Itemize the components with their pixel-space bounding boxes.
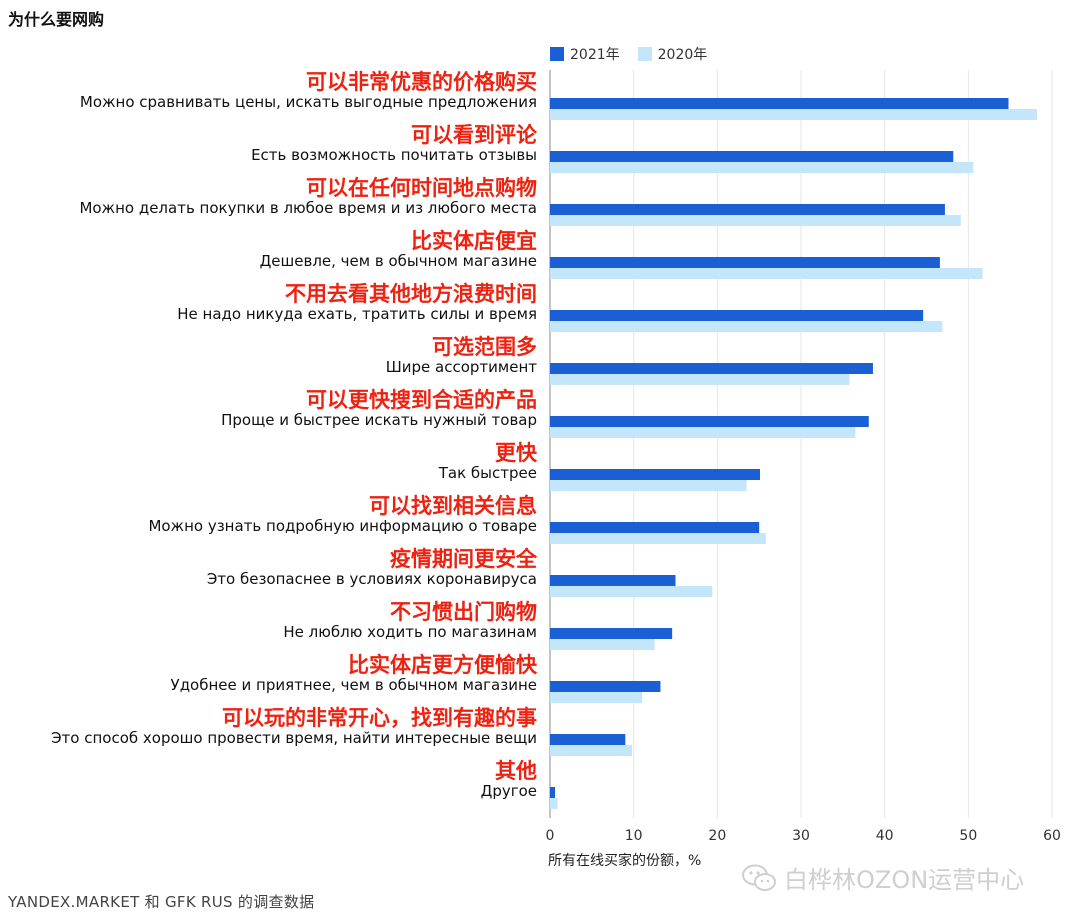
legend-label-2021: 2021年 — [570, 47, 620, 63]
bar-2020 — [550, 321, 943, 332]
x-tick-label: 30 — [792, 828, 810, 844]
bar-2020 — [550, 427, 856, 438]
category-label-cn: 其他 — [495, 759, 537, 783]
bar-2020 — [550, 639, 655, 650]
watermark: 白桦林OZON运营中心 — [742, 860, 1024, 895]
category-label-ru: Это безопаснее в условиях коронавируса — [206, 570, 537, 588]
bar-2021 — [550, 204, 945, 215]
legend-swatch-2021 — [550, 47, 564, 61]
category-label-cn: 比实体店更方便愉快 — [348, 653, 537, 677]
category-label-ru: Есть возможность почитать отзывы — [251, 146, 537, 164]
category-label-ru: Удобнее и приятнее, чем в обычном магази… — [170, 676, 537, 694]
legend-item-2020: 2020年 — [637, 44, 708, 64]
category-label-cn: 可选范围多 — [432, 335, 537, 359]
x-tick-label: 40 — [876, 828, 894, 844]
x-tick-label: 0 — [546, 828, 555, 844]
bar-2021 — [550, 734, 626, 745]
bar-2020 — [550, 586, 713, 597]
category-label-cn: 疫情期间更安全 — [390, 547, 537, 571]
x-tick-label: 60 — [1043, 828, 1061, 844]
bar-2021 — [550, 363, 873, 374]
bar-2020 — [550, 215, 961, 226]
watermark-text: 白桦林OZON运营中心 — [784, 866, 1025, 894]
category-label-cn: 不用去看其他地方浪费时间 — [285, 282, 537, 306]
legend-label-2020: 2020年 — [657, 47, 708, 63]
category-label-ru: Можно сравнивать цены, искать выгодные п… — [79, 93, 537, 111]
bar-2020 — [550, 798, 558, 809]
legend-swatch-2020 — [637, 47, 652, 61]
category-label-ru: Проще и быстрее искать нужный товар — [221, 411, 537, 429]
category-label-ru: Это способ хорошо провести время, найти … — [51, 729, 537, 747]
bar-2021 — [550, 787, 556, 798]
bar-2020 — [550, 109, 1037, 120]
bar-2021 — [550, 98, 1009, 109]
category-label-cn: 可以更快搜到合适的产品 — [306, 388, 537, 412]
category-label-cn: 可以看到评论 — [411, 123, 537, 147]
category-label-cn: 不习惯出门购物 — [390, 600, 537, 624]
category-label-cn: 可以非常优惠的价格购买 — [306, 70, 537, 94]
x-tick-label: 20 — [708, 828, 726, 844]
category-label-cn: 可以玩的非常开心，找到有趣的事 — [222, 706, 537, 730]
category-label-ru: Можно делать покупки в любое время и из … — [79, 199, 537, 217]
bar-2020 — [550, 162, 974, 173]
bar-2020 — [550, 533, 766, 544]
category-label-ru: Так быстрее — [438, 464, 537, 482]
category-label-cn: 更快 — [495, 441, 537, 465]
page-title: 为什么要网购 — [8, 10, 105, 29]
bar-2020 — [550, 374, 850, 385]
x-tick-label: 10 — [625, 828, 643, 844]
bar-2020 — [550, 745, 632, 756]
category-label-cn: 比实体店便宜 — [411, 229, 537, 253]
wechat-icon — [742, 864, 776, 891]
bar-2021 — [550, 310, 924, 321]
bar-2021 — [550, 628, 673, 639]
bar-2020 — [550, 480, 747, 491]
category-label-ru: Другое — [480, 782, 537, 800]
category-label-ru: Не люблю ходить по магазинам — [283, 623, 537, 641]
chart-legend: 2021年 2020年 — [550, 44, 707, 64]
bar-2021 — [550, 522, 760, 533]
bar-2021 — [550, 469, 761, 480]
bar-2021 — [550, 151, 954, 162]
category-label-ru: Дешевле, чем в обычном магазине — [259, 252, 537, 270]
bar-2021 — [550, 416, 869, 427]
x-tick-label: 50 — [959, 828, 977, 844]
bar-2020 — [550, 692, 643, 703]
bar-2020 — [550, 268, 983, 279]
bar-2021 — [550, 575, 676, 586]
source-footer: YANDEX.MARKET 和 GFK RUS 的调查数据 — [8, 893, 315, 911]
category-label-cn: 可以找到相关信息 — [369, 494, 537, 518]
bar-2021 — [550, 257, 940, 268]
legend-item-2021: 2021年 — [550, 44, 620, 64]
category-label-ru: Не надо никуда ехать, тратить силы и вре… — [177, 305, 537, 323]
category-label-ru: Шире ассортимент — [385, 358, 537, 376]
x-axis-label: 所有在线买家的份额，% — [548, 853, 702, 869]
bar-2021 — [550, 681, 661, 692]
category-label-ru: Можно узнать подробную информацию о това… — [148, 517, 537, 535]
category-label-cn: 可以在任何时间地点购物 — [306, 176, 537, 200]
